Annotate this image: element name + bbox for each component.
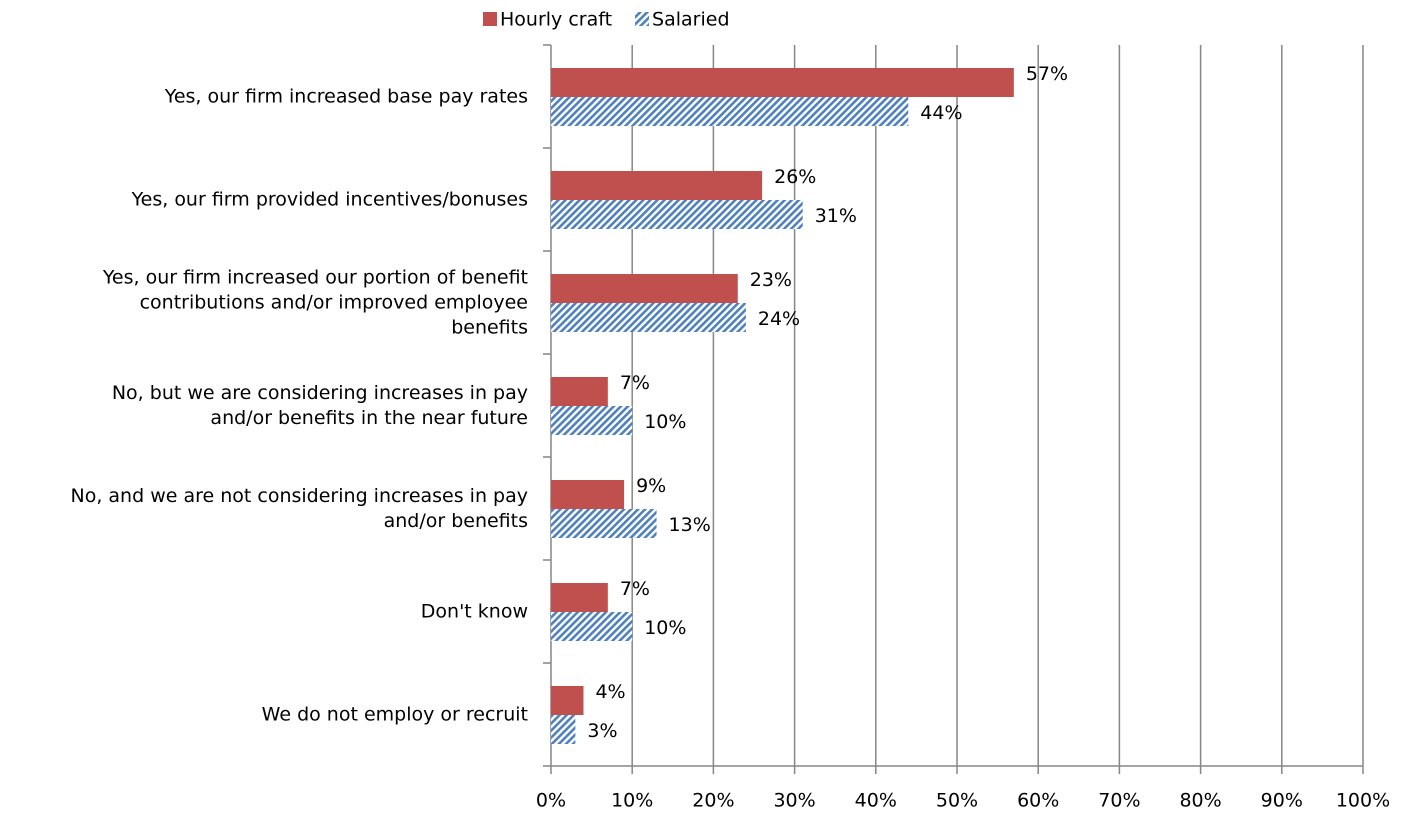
value-label: 4% [595, 681, 625, 703]
bar [551, 274, 738, 303]
legend-label: Hourly craft [500, 9, 612, 31]
x-tick-label: 60% [1017, 790, 1059, 812]
value-label: 44% [920, 102, 962, 124]
value-label: 24% [758, 308, 800, 330]
value-label: 13% [669, 514, 711, 536]
x-tick-label: 100% [1336, 790, 1390, 812]
bar [551, 200, 803, 229]
x-tick-label: 90% [1261, 790, 1303, 812]
x-tick-label: 50% [936, 790, 978, 812]
legend-label: Salaried [652, 9, 729, 31]
value-label: 31% [815, 205, 857, 227]
value-label: 26% [774, 166, 816, 188]
bar [551, 97, 909, 126]
x-tick-label: 80% [1179, 790, 1221, 812]
value-label: 23% [750, 269, 792, 291]
value-label: 9% [636, 475, 666, 497]
legend-swatch [635, 12, 650, 26]
value-label: 7% [620, 578, 650, 600]
category-label: Yes, our firm increased base pay rates [164, 85, 528, 107]
bar [551, 583, 608, 612]
value-label: 10% [644, 617, 686, 639]
x-tick-label: 20% [692, 790, 734, 812]
bar [551, 303, 746, 332]
bar [551, 406, 633, 435]
value-label: 10% [644, 411, 686, 433]
bar [551, 480, 625, 509]
category-label: Don't know [421, 600, 528, 622]
bar [551, 377, 608, 406]
bar [551, 68, 1014, 97]
value-label: 7% [620, 372, 650, 394]
bar [551, 171, 763, 200]
category-label: Yes, our firm increased our portion of b… [102, 266, 528, 338]
bar [551, 715, 576, 744]
x-tick-label: 0% [536, 790, 566, 812]
bar [551, 686, 584, 715]
value-label: 3% [587, 720, 617, 742]
category-label: No, and we are not considering increases… [71, 485, 529, 532]
value-label: 57% [1026, 63, 1068, 85]
bar [551, 509, 657, 538]
category-label: No, but we are considering increases in … [112, 382, 528, 429]
legend-swatch [483, 12, 497, 26]
category-label: We do not employ or recruit [262, 703, 528, 725]
category-label: Yes, our firm provided incentives/bonuse… [131, 188, 528, 210]
x-tick-label: 70% [1098, 790, 1140, 812]
x-tick-label: 40% [855, 790, 897, 812]
x-tick-label: 10% [611, 790, 653, 812]
x-tick-label: 30% [773, 790, 815, 812]
bar [551, 612, 633, 641]
